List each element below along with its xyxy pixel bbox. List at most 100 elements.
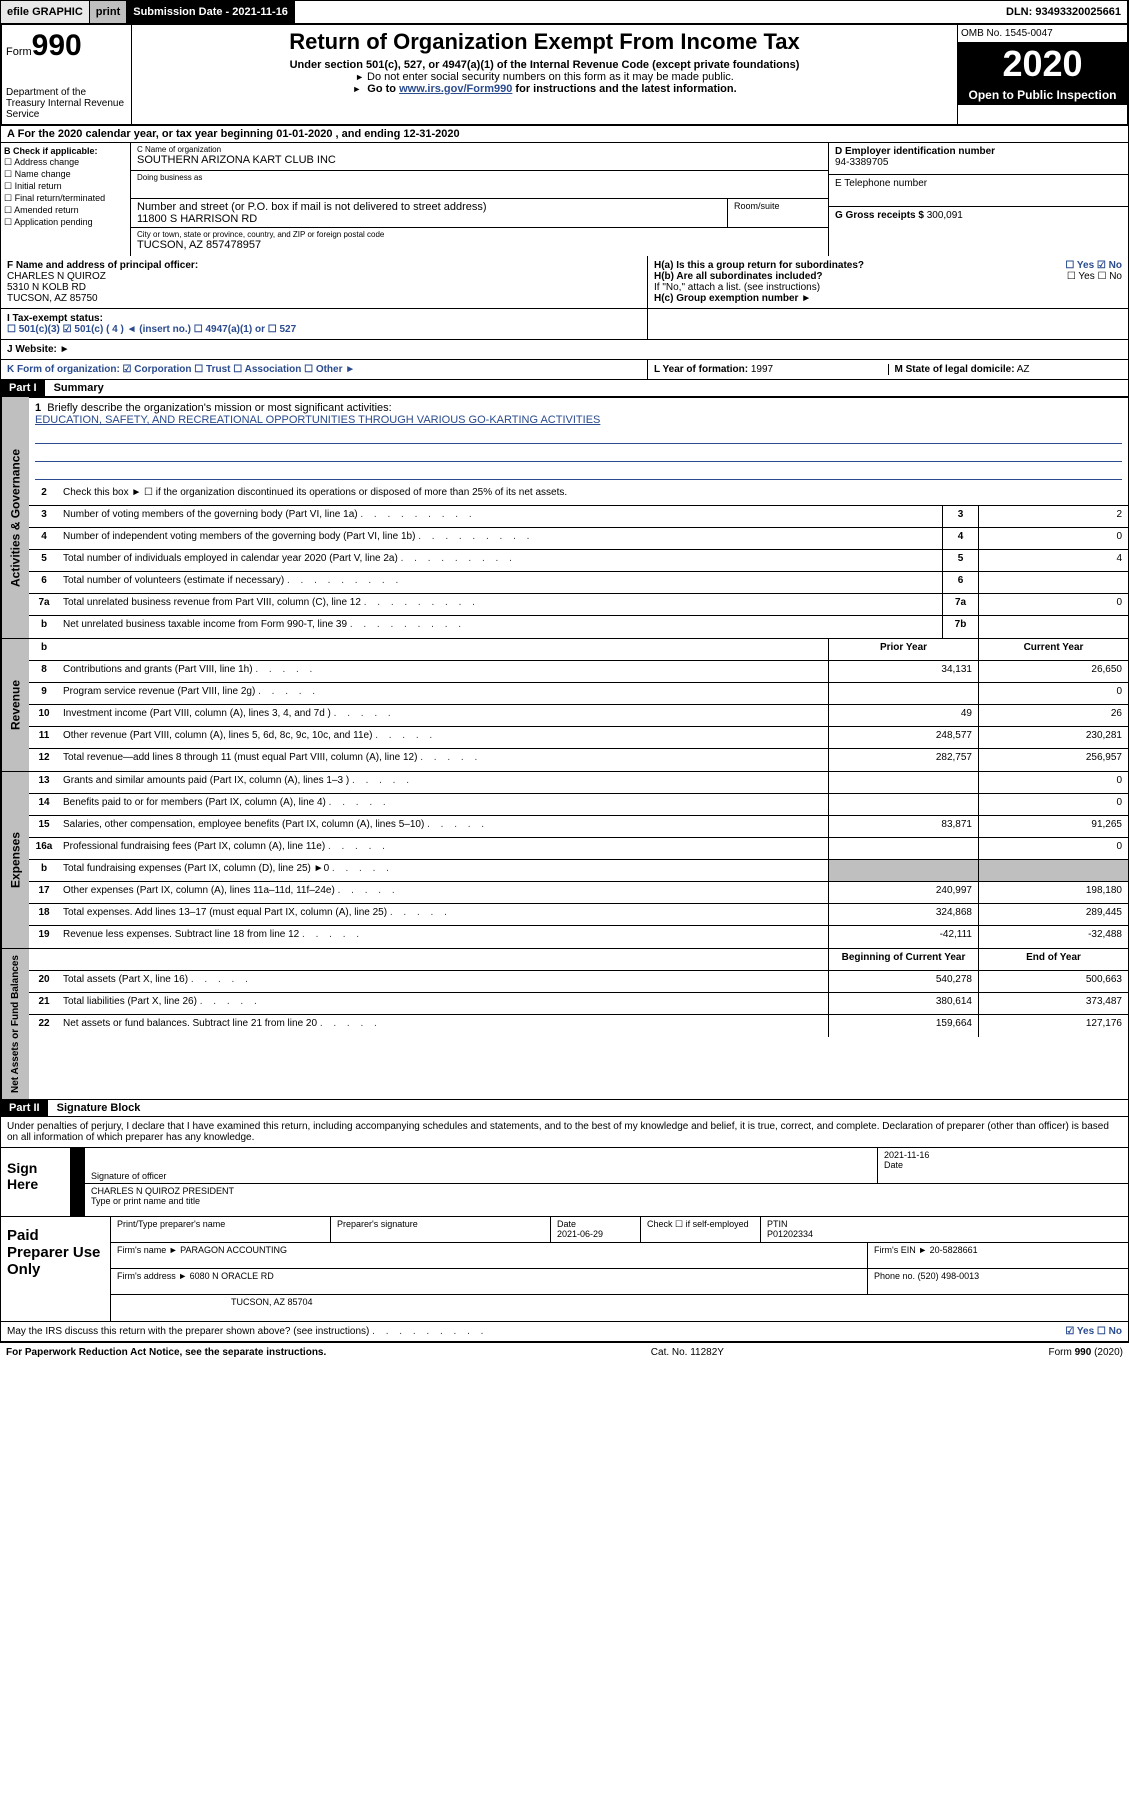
vert-label-exp: Expenses bbox=[1, 772, 29, 948]
vert-label-net: Net Assets or Fund Balances bbox=[1, 949, 29, 1099]
officer-print-name: CHARLES N QUIROZ PRESIDENT bbox=[91, 1186, 234, 1196]
discuss-yesno[interactable]: ☑ Yes ☐ No bbox=[1065, 1326, 1122, 1337]
omb-number: OMB No. 1545-0047 bbox=[958, 25, 1127, 43]
firm-name-value: PARAGON ACCOUNTING bbox=[180, 1245, 287, 1255]
ha-yesno[interactable]: ☐ Yes ☑ No bbox=[1065, 260, 1122, 271]
chk-final-return[interactable]: Final return/terminated bbox=[4, 193, 127, 204]
data-line: 21Total liabilities (Part X, line 26) . … bbox=[29, 993, 1128, 1015]
firm-ein-value: 20-5828661 bbox=[930, 1245, 978, 1255]
part-1-header: Part I Summary bbox=[0, 380, 1129, 397]
chk-address-change[interactable]: Address change bbox=[4, 157, 127, 168]
data-line: 15Salaries, other compensation, employee… bbox=[29, 816, 1128, 838]
gross-value: 300,091 bbox=[927, 210, 963, 221]
firm-addr-value: 6080 N ORACLE RD bbox=[190, 1271, 274, 1281]
city-value: TUCSON, AZ 857478957 bbox=[137, 239, 822, 251]
box-m: M State of legal domicile: AZ bbox=[889, 364, 1123, 375]
box-b-header: B Check if applicable: bbox=[4, 146, 127, 156]
box-c: C Name of organization SOUTHERN ARIZONA … bbox=[131, 143, 828, 256]
hb-yesno[interactable]: ☐ Yes ☐ No bbox=[1067, 271, 1122, 282]
signature-field[interactable]: Signature of officer bbox=[85, 1148, 878, 1183]
preparer-row: Paid Preparer Use Only Print/Type prepar… bbox=[0, 1217, 1129, 1322]
header-left: Form990 Department of the Treasury Inter… bbox=[2, 25, 132, 124]
chk-application-pending[interactable]: Application pending bbox=[4, 217, 127, 228]
footer-left: For Paperwork Reduction Act Notice, see … bbox=[6, 1347, 326, 1358]
tax-exempt-opts[interactable]: ☐ 501(c)(3) ☑ 501(c) ( 4 ) ◄ (insert no.… bbox=[7, 324, 296, 335]
box-d: D Employer identification number 94-3389… bbox=[828, 143, 1128, 256]
gov-line: bNet unrelated business taxable income f… bbox=[29, 616, 1128, 638]
box-h: H(a) Is this a group return for subordin… bbox=[648, 256, 1128, 308]
print-button[interactable]: print bbox=[90, 1, 127, 23]
print-name-label: Type or print name and title bbox=[91, 1196, 200, 1206]
prior-year-hdr: Prior Year bbox=[828, 639, 978, 660]
box-k: K Form of organization: ☑ Corporation ☐ … bbox=[1, 360, 648, 379]
ein-label: D Employer identification number bbox=[835, 146, 995, 157]
prep-date-value: 2021-06-29 bbox=[557, 1229, 603, 1239]
data-line: 12Total revenue—add lines 8 through 11 (… bbox=[29, 749, 1128, 771]
data-line: 17Other expenses (Part IX, column (A), l… bbox=[29, 882, 1128, 904]
room-suite-label: Room/suite bbox=[728, 199, 828, 227]
dln-label: DLN: 93493320025661 bbox=[295, 1, 1128, 23]
box-i: I Tax-exempt status: ☐ 501(c)(3) ☑ 501(c… bbox=[1, 309, 648, 339]
top-bar: efile GRAPHIC print Submission Date - 20… bbox=[0, 0, 1129, 24]
box-f: F Name and address of principal officer:… bbox=[1, 256, 648, 308]
form-subtitle-3: Go to www.irs.gov/Form990 for instructio… bbox=[136, 83, 953, 95]
vert-label-rev: Revenue bbox=[1, 639, 29, 771]
data-line: 16aProfessional fundraising fees (Part I… bbox=[29, 838, 1128, 860]
footer-right: Form 990 (2020) bbox=[1049, 1347, 1123, 1358]
officer-addr2: TUCSON, AZ 85750 bbox=[7, 293, 98, 304]
net-assets-band: Net Assets or Fund Balances Beginning of… bbox=[0, 949, 1129, 1100]
tax-period: A For the 2020 calendar year, or tax yea… bbox=[0, 126, 1129, 143]
end-year-hdr: End of Year bbox=[978, 949, 1128, 970]
mission-value: EDUCATION, SAFETY, AND RECREATIONAL OPPO… bbox=[35, 414, 600, 426]
chk-amended-return[interactable]: Amended return bbox=[4, 205, 127, 216]
footer-mid: Cat. No. 11282Y bbox=[651, 1347, 724, 1358]
data-line: 20Total assets (Part X, line 16) . . . .… bbox=[29, 971, 1128, 993]
data-line: 13Grants and similar amounts paid (Part … bbox=[29, 772, 1128, 794]
dept-label: Department of the Treasury Internal Reve… bbox=[6, 87, 127, 120]
dba-label: Doing business as bbox=[137, 173, 822, 182]
gov-line: 5Total number of individuals employed in… bbox=[29, 550, 1128, 572]
header-mid: Return of Organization Exempt From Incom… bbox=[132, 25, 957, 124]
preparer-label: Paid Preparer Use Only bbox=[1, 1217, 111, 1321]
form-number: 990 bbox=[32, 29, 82, 62]
data-line: 22Net assets or fund balances. Subtract … bbox=[29, 1015, 1128, 1037]
begin-year-hdr: Beginning of Current Year bbox=[828, 949, 978, 970]
data-line: bTotal fundraising expenses (Part IX, co… bbox=[29, 860, 1128, 882]
gross-label: G Gross receipts $ bbox=[835, 210, 924, 221]
form-subtitle-1: Under section 501(c), 527, or 4947(a)(1)… bbox=[136, 59, 953, 71]
ij-row: I Tax-exempt status: ☐ 501(c)(3) ☑ 501(c… bbox=[0, 309, 1129, 340]
data-line: 8Contributions and grants (Part VIII, li… bbox=[29, 661, 1128, 683]
box-b: B Check if applicable: Address change Na… bbox=[1, 143, 131, 256]
part-2-header: Part II Signature Block bbox=[0, 1100, 1129, 1117]
address-label: Number and street (or P.O. box if mail i… bbox=[137, 201, 721, 213]
city-label: City or town, state or province, country… bbox=[137, 230, 822, 239]
submission-date: Submission Date - 2021-11-16 bbox=[127, 1, 295, 23]
irs-link[interactable]: www.irs.gov/Form990 bbox=[399, 83, 512, 95]
prep-self-emp[interactable]: Check ☐ if self-employed bbox=[641, 1217, 761, 1242]
meta-grid: B Check if applicable: Address change Na… bbox=[0, 143, 1129, 256]
gov-line: 2Check this box ► ☐ if the organization … bbox=[29, 484, 1128, 506]
data-line: 18Total expenses. Add lines 13–17 (must … bbox=[29, 904, 1128, 926]
expenses-band: Expenses 13Grants and similar amounts pa… bbox=[0, 772, 1129, 949]
sign-here-row: Sign Here Signature of officer 2021-11-1… bbox=[0, 1148, 1129, 1217]
sign-arrow-icon-2 bbox=[71, 1184, 85, 1216]
officer-name: CHARLES N QUIROZ bbox=[7, 271, 106, 282]
activities-governance-band: Activities & Governance 1 Briefly descri… bbox=[0, 397, 1129, 639]
data-line: 14Benefits paid to or for members (Part … bbox=[29, 794, 1128, 816]
hb-note: If "No," attach a list. (see instruction… bbox=[654, 282, 1122, 293]
revenue-band: Revenue b Prior Year Current Year 8Contr… bbox=[0, 639, 1129, 772]
gov-line: 6Total number of volunteers (estimate if… bbox=[29, 572, 1128, 594]
chk-name-change[interactable]: Name change bbox=[4, 169, 127, 180]
data-line: 11Other revenue (Part VIII, column (A), … bbox=[29, 727, 1128, 749]
data-line: 10Investment income (Part VIII, column (… bbox=[29, 705, 1128, 727]
sign-arrow-icon bbox=[71, 1148, 85, 1183]
ptin-value: P01202334 bbox=[767, 1229, 813, 1239]
form-header: Form990 Department of the Treasury Inter… bbox=[0, 24, 1129, 126]
fh-row: F Name and address of principal officer:… bbox=[0, 256, 1129, 309]
gov-line: 4Number of independent voting members of… bbox=[29, 528, 1128, 550]
address-value: 11800 S HARRISON RD bbox=[137, 213, 721, 225]
header-right: OMB No. 1545-0047 2020 Open to Public In… bbox=[957, 25, 1127, 124]
chk-initial-return[interactable]: Initial return bbox=[4, 181, 127, 192]
vert-label-gov: Activities & Governance bbox=[1, 397, 29, 638]
box-j: J Website: ► bbox=[0, 340, 1129, 360]
